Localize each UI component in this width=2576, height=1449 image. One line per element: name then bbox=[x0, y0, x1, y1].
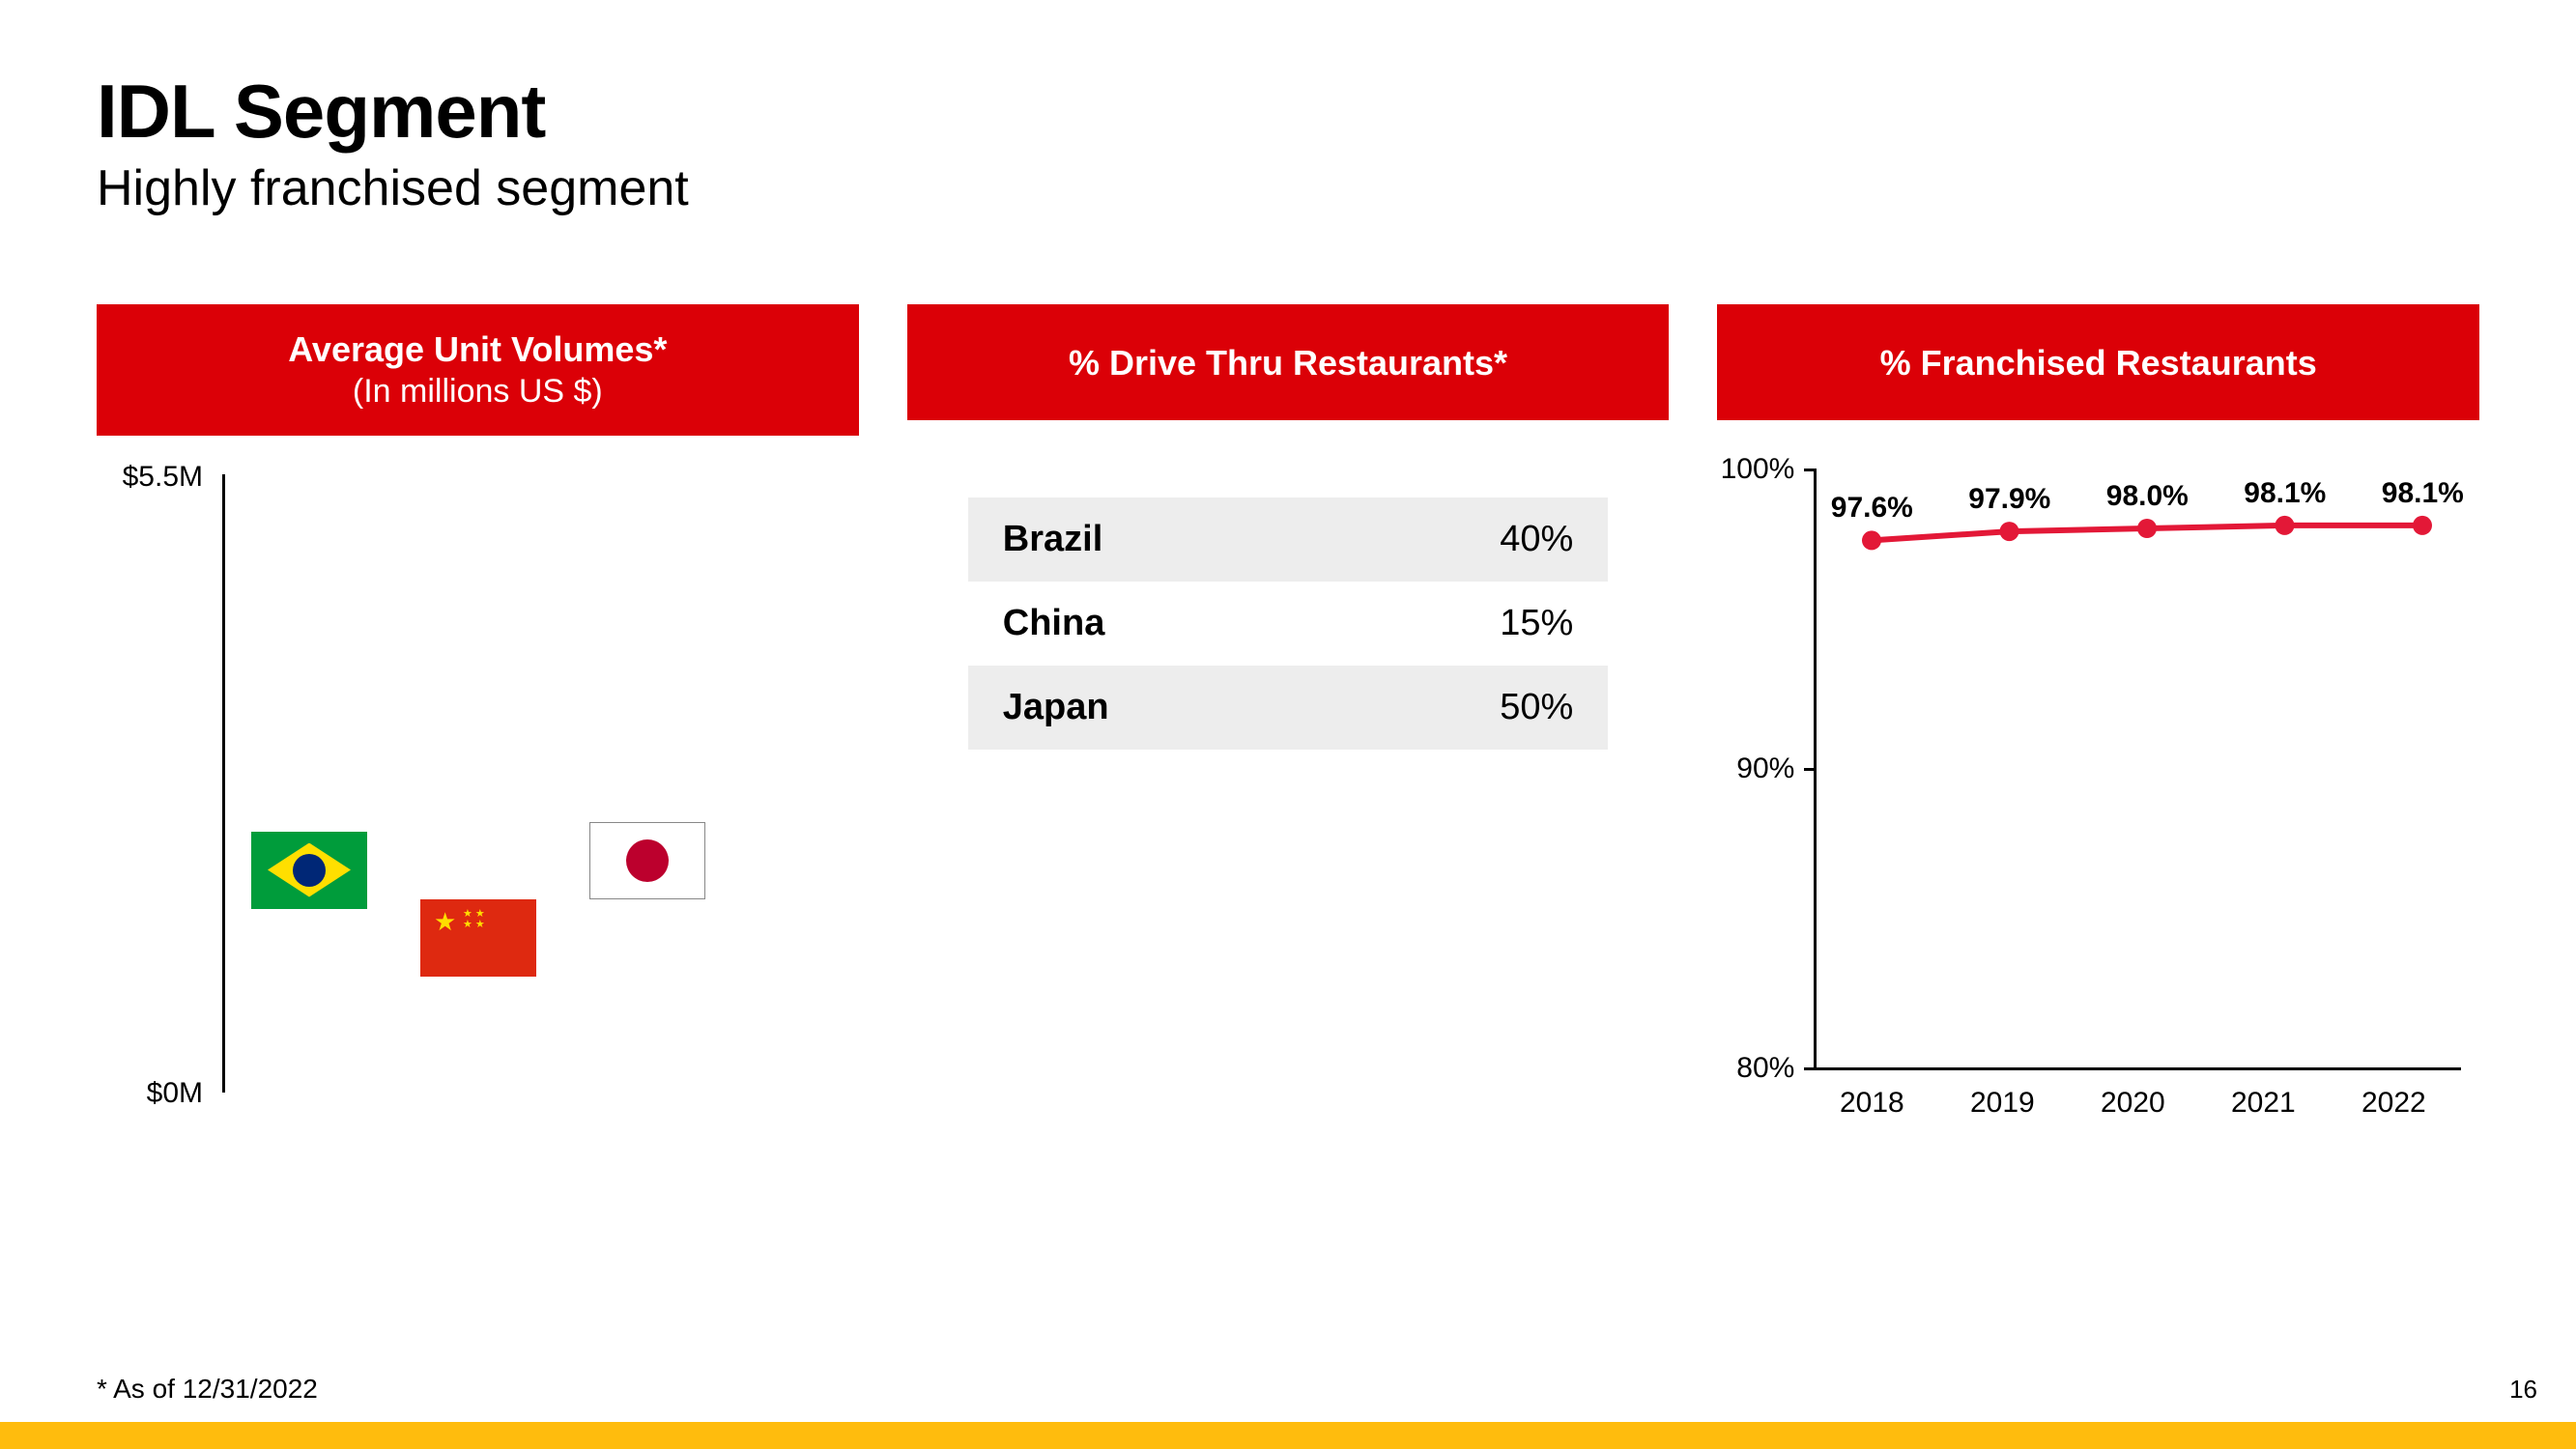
auv-chart: $5.5M $0M ★ ★★ ★ bbox=[97, 474, 859, 1170]
slide: IDL Segment Highly franchised segment Av… bbox=[0, 0, 2576, 1449]
drivethru-table: Brazil 40% China 15% Japan 50% bbox=[968, 497, 1608, 750]
franchised-plot bbox=[1814, 469, 2461, 1067]
flag-china-stack: ★ ★★ ★ bbox=[420, 899, 536, 1093]
row-name: Japan bbox=[1003, 687, 1109, 728]
panel-auv-body: $5.5M $0M ★ ★★ ★ bbox=[97, 474, 859, 1170]
row-name: Brazil bbox=[1003, 519, 1102, 560]
row-value: 50% bbox=[1500, 687, 1573, 728]
panel-auv: Average Unit Volumes* (In millions US $)… bbox=[97, 304, 859, 1193]
xlabel-2018: 2018 bbox=[1828, 1087, 1915, 1120]
panel-auv-header: Average Unit Volumes* (In millions US $) bbox=[97, 304, 859, 436]
data-point bbox=[2413, 516, 2432, 535]
flag-brazil-stack bbox=[251, 832, 367, 1093]
data-point bbox=[2137, 519, 2157, 538]
table-row: Brazil 40% bbox=[968, 497, 1608, 582]
auv-ylabel-bottom: $0M bbox=[97, 1077, 203, 1110]
footnote: * As of 12/31/2022 bbox=[97, 1374, 318, 1405]
franchised-svg bbox=[1814, 469, 2461, 1067]
data-label: 98.1% bbox=[2232, 477, 2338, 510]
auv-ylabel-top: $5.5M bbox=[97, 461, 203, 494]
xlabel-2021: 2021 bbox=[2219, 1087, 2306, 1120]
panel-franchised-body: 100% 90% 80% 2018 2019 2020 2021 2022 9 bbox=[1717, 459, 2479, 1154]
table-row: Japan 50% bbox=[968, 666, 1608, 750]
ytick bbox=[1804, 1067, 1816, 1070]
panel-franchised-title: % Franchised Restaurants bbox=[1880, 341, 2317, 384]
data-label: 98.1% bbox=[2369, 477, 2476, 510]
panel-franchised: % Franchised Restaurants 100% 90% 80% 20… bbox=[1717, 304, 2479, 1193]
xlabel-2019: 2019 bbox=[1959, 1087, 2046, 1120]
row-value: 15% bbox=[1500, 603, 1573, 644]
ylabel-100: 100% bbox=[1707, 453, 1794, 486]
data-label: 97.6% bbox=[1818, 492, 1925, 525]
table-row: China 15% bbox=[968, 582, 1608, 666]
auv-yaxis bbox=[222, 474, 225, 1093]
page-subtitle: Highly franchised segment bbox=[97, 159, 2479, 217]
panel-drivethru-header: % Drive Thru Restaurants* bbox=[907, 304, 1670, 420]
franchised-chart: 100% 90% 80% 2018 2019 2020 2021 2022 9 bbox=[1717, 459, 2479, 1154]
flag-brazil-icon bbox=[251, 832, 367, 909]
page-number: 16 bbox=[2509, 1375, 2537, 1405]
data-point bbox=[1862, 530, 1881, 550]
panel-drivethru-title: % Drive Thru Restaurants* bbox=[1069, 341, 1507, 384]
panel-drivethru: % Drive Thru Restaurants* Brazil 40% Chi… bbox=[907, 304, 1670, 1193]
gold-footer-bar bbox=[0, 1422, 2576, 1449]
data-label: 98.0% bbox=[2094, 480, 2200, 513]
xlabel-2020: 2020 bbox=[2089, 1087, 2176, 1120]
flag-japan-stack bbox=[589, 822, 705, 1093]
panel-auv-title: Average Unit Volumes* bbox=[288, 327, 667, 371]
panel-franchised-header: % Franchised Restaurants bbox=[1717, 304, 2479, 420]
auv-flags: ★ ★★ ★ bbox=[251, 474, 705, 1093]
row-value: 40% bbox=[1500, 519, 1573, 560]
xlabel-2022: 2022 bbox=[2350, 1087, 2437, 1120]
panel-auv-subtitle: (In millions US $) bbox=[353, 371, 603, 412]
panel-drivethru-body: Brazil 40% China 15% Japan 50% bbox=[907, 497, 1670, 1193]
data-label: 97.9% bbox=[1957, 483, 2063, 516]
page-title: IDL Segment bbox=[97, 68, 2479, 156]
data-point bbox=[2275, 516, 2295, 535]
row-name: China bbox=[1003, 603, 1105, 644]
data-point bbox=[2000, 522, 2019, 541]
flag-japan-icon bbox=[589, 822, 705, 899]
ylabel-90: 90% bbox=[1707, 753, 1794, 785]
flag-china-icon: ★ ★★ ★ bbox=[420, 899, 536, 977]
ylabel-80: 80% bbox=[1707, 1052, 1794, 1085]
franchised-xaxis bbox=[1814, 1067, 2461, 1070]
panels-row: Average Unit Volumes* (In millions US $)… bbox=[97, 304, 2479, 1193]
